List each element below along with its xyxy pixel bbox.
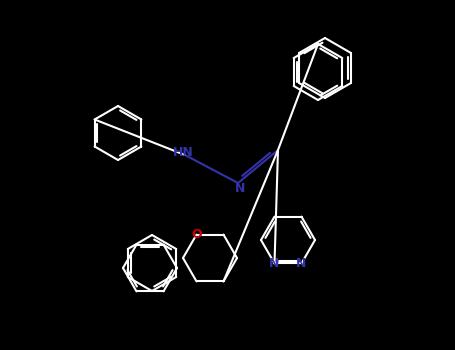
Text: N: N (235, 182, 245, 196)
Text: N: N (269, 257, 280, 270)
Text: N: N (296, 257, 307, 270)
Text: O: O (191, 228, 202, 241)
Text: HN: HN (172, 146, 193, 159)
